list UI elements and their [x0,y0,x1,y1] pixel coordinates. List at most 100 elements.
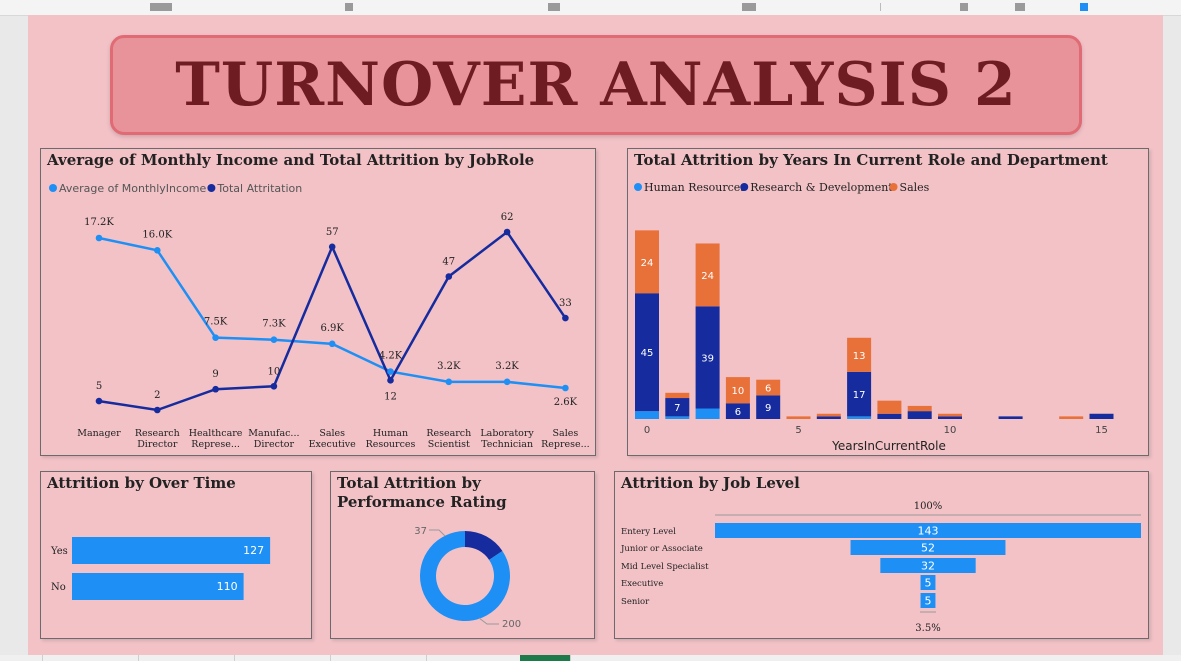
bar-data-label: 52 [921,542,935,555]
attrition-data-label: 12 [384,391,397,402]
x-tick-label: Resources [366,439,416,450]
overtime-chart-card[interactable]: Attrition by Over Time Yes 127 No 110 [40,471,312,639]
bar-segment [725,377,750,404]
toolbar-icon[interactable] [150,3,172,11]
x-tick-label: Laboratory [480,428,534,439]
income-data-label: 7.5K [204,317,228,328]
bar-data-label: 5 [925,595,932,608]
page-tab[interactable] [234,655,331,661]
bar-data-label: 45 [641,348,654,359]
bar-segment [907,405,932,412]
toolbar-icon[interactable] [1015,3,1025,11]
attrition-data-label: 57 [326,227,339,238]
income-point [212,334,219,341]
attrition-point [387,377,394,384]
x-tick-label: Director [254,439,295,450]
x-tick-label: Represe... [191,439,240,450]
bar-segment [847,371,872,417]
toolbar-icon[interactable] [960,3,968,11]
bar-data-label: 127 [243,544,264,557]
bar-segment [695,243,720,307]
legend-label: Human Resources [644,181,746,194]
overtime-chart-plot: Yes 127 No 110 [50,537,271,600]
page-tab[interactable] [138,655,235,661]
page-tab[interactable] [330,655,427,661]
bar-data-label: 39 [701,353,714,364]
attrition-point [95,397,103,405]
bar-segment [635,230,659,294]
bar-segment [877,413,902,419]
x-tick-label: Technician [481,439,533,450]
legend-label: Average of MonthlyIncome [59,182,207,195]
y-tick-label: Junior or Associate [620,544,703,554]
donut-slice [420,531,510,621]
attrition-data-label: 10 [268,366,281,377]
attrition-point [154,406,161,414]
x-tick-label: 15 [1095,425,1108,436]
x-tick-label: Sales [553,428,579,439]
attrition-data-label: 5 [96,381,102,392]
income-chart-plot: Average of MonthlyIncome Total Attritatio… [49,182,590,450]
page-tab[interactable] [42,655,139,661]
x-tick-label: Executive [309,439,357,450]
bar-segment [665,416,690,419]
bar-segment [665,392,690,399]
bar-data-label: 6 [765,384,771,395]
page-tab-active[interactable] [520,655,571,661]
funnel-bar [715,523,1141,538]
attrition-point [445,273,453,280]
legend-marker [740,183,749,191]
overtime-chart-title: Attrition by Over Time [47,474,236,492]
joblevel-chart-title: Attrition by Job Level [621,474,800,492]
y-tick-label: Mid Level Specialist [621,562,709,572]
funnel-bottom-label: 3.5% [915,623,940,634]
x-tick-label: Represe... [541,439,590,450]
y-tick-label: Entery Level [621,527,676,537]
attrition-data-label: 9 [212,369,218,380]
bar-segment [695,306,720,409]
funnel-bar [920,575,936,590]
bar-segment [1059,416,1084,419]
income-point [387,368,394,375]
joblevel-chart-card[interactable]: Attrition by Job Level 100% Entery Level 1… [614,471,1149,639]
performance-chart-title: Total Attrition by Performance Rating [337,474,507,511]
toolbar-icon[interactable] [345,3,353,11]
toolbar-icon[interactable] [548,3,560,11]
performance-chart-card[interactable]: Total Attrition by Performance Rating 37… [330,471,595,639]
bar-segment [816,416,841,419]
donut-slice [465,531,503,560]
bar-data-label: 110 [217,580,238,593]
bar-data-label: 24 [701,271,714,282]
x-tick-label: Research [135,428,180,439]
bar-segment [847,337,872,372]
toolbar-icon[interactable] [1080,3,1088,11]
x-tick-label: 0 [644,425,650,436]
y-tick-label: Executive [621,579,663,589]
page-tab[interactable] [0,655,43,661]
y-tick-label: No [51,582,66,593]
x-tick-label: 5 [795,425,801,436]
income-data-label: 7.3K [262,319,286,330]
toolbar-icon[interactable] [742,3,756,11]
x-tick-label: Scientist [428,439,470,450]
income-data-label: 4.2K [379,351,403,362]
bar-segment [938,413,962,417]
legend-marker [634,183,642,191]
income-point [503,378,511,386]
attrition-series-line [98,230,567,412]
toolbar-divider [880,3,881,11]
page-title: TURNOVER ANALYSIS 2 [175,50,1017,120]
years-chart-card[interactable]: Total Attrition by Years In Current Role… [627,148,1149,456]
income-chart-card[interactable]: Average of Monthly Income and Total Attr… [40,148,596,456]
legend-label: Research & Development [750,181,893,194]
income-point [154,247,161,254]
legend-marker [207,184,216,192]
x-tick-label: Director [137,439,178,450]
years-chart-title: Total Attrition by Years In Current Role… [634,151,1108,169]
x-tick-label: Manufac... [248,428,299,439]
bar-segment [756,395,781,419]
income-data-label: 3.2K [495,361,519,372]
bar-segment [877,400,902,414]
income-data-label: 16.0K [142,229,172,240]
income-point [328,340,336,348]
